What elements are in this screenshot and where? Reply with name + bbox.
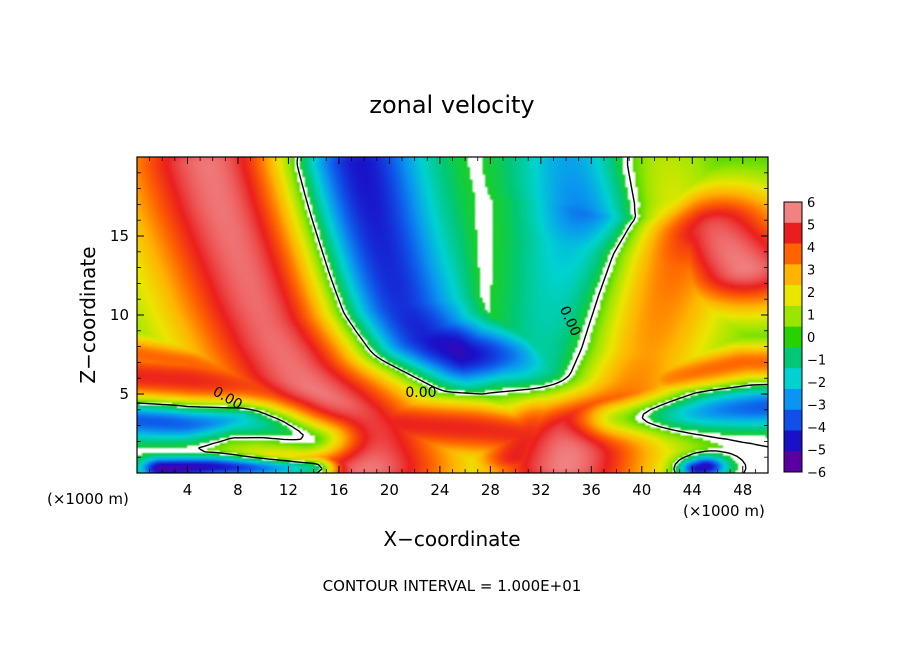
colorbar-swatch: [784, 430, 802, 452]
x-tick-label: 16: [329, 481, 348, 499]
x-tick-label: 32: [531, 481, 550, 499]
x-tick-label: 28: [481, 481, 500, 499]
x-unit-left: (×1000 m): [47, 490, 129, 508]
colorbar-tick-label: −1: [807, 354, 826, 369]
x-tick-label: 4: [183, 481, 193, 499]
colorbar: 6 5 4 3 2 1 0 −1 −2 −3 −4 −5 −6: [783, 196, 826, 481]
colorbar-tick-label: 6: [807, 196, 815, 211]
y-tick-label: 5: [119, 385, 129, 403]
colorbar-tick-label: −3: [807, 399, 826, 414]
colorbar-swatch: [784, 243, 802, 265]
x-tick-label: 12: [279, 481, 298, 499]
colorbar-tick-label: −2: [807, 376, 826, 391]
x-axis-label: X−coordinate: [383, 527, 520, 551]
colorbar-tick-label: 4: [807, 241, 815, 256]
velocity-field: [137, 157, 768, 473]
y-axis-label: Z−coordinate: [76, 246, 100, 383]
x-tick-label: 44: [683, 481, 702, 499]
colorbar-tick-label: 2: [807, 286, 815, 301]
colorbar-tick-label: 5: [807, 219, 815, 234]
colorbar-tick-label: −4: [807, 421, 826, 436]
x-tick-label: 36: [582, 481, 601, 499]
colorbar-swatch: [784, 451, 802, 473]
x-tick-label: 48: [733, 481, 752, 499]
x-unit-right: (×1000 m): [683, 502, 765, 520]
colorbar-swatch: [784, 409, 802, 431]
colorbar-swatch: [784, 305, 802, 328]
colorbar-swatch: [784, 388, 802, 411]
contour-label: 0.00: [405, 385, 436, 401]
colorbar-swatch: [784, 264, 802, 286]
y-axis: 5 10 15: [110, 172, 768, 458]
y-tick-label: 10: [110, 306, 129, 324]
y-tick-label: 15: [110, 227, 129, 245]
contour-interval-note: CONTOUR INTERVAL = 1.000E+01: [323, 577, 582, 595]
colorbar-swatch: [784, 202, 802, 224]
x-tick-label: 40: [632, 481, 651, 499]
colorbar-tick-label: 3: [807, 264, 815, 279]
colorbar-tick-label: 1: [807, 309, 815, 324]
colorbar-tick-label: 0: [807, 331, 815, 346]
x-tick-label: 20: [380, 481, 399, 499]
colorbar-frame: [783, 201, 803, 473]
colorbar-swatch: [784, 285, 802, 307]
x-tick-label: 8: [233, 481, 243, 499]
plot-area: 0.00 0.000.00 4 8 12 16 20 24 28 32 36 40 44 48 5101…: [110, 156, 769, 499]
colorbar-tick-label: −6: [807, 466, 826, 481]
x-axis: 4 8 12 16 20 24 28 32 36 40 44 48: [149, 157, 756, 499]
colorbar-swatch: [784, 326, 802, 348]
chart-title: zonal velocity: [369, 91, 534, 119]
colorbar-swatch: [784, 368, 802, 390]
x-tick-label: 24: [430, 481, 449, 499]
colorbar-swatch: [784, 222, 802, 245]
colorbar-tick-label: −5: [807, 444, 826, 459]
colorbar-swatch: [784, 347, 802, 369]
